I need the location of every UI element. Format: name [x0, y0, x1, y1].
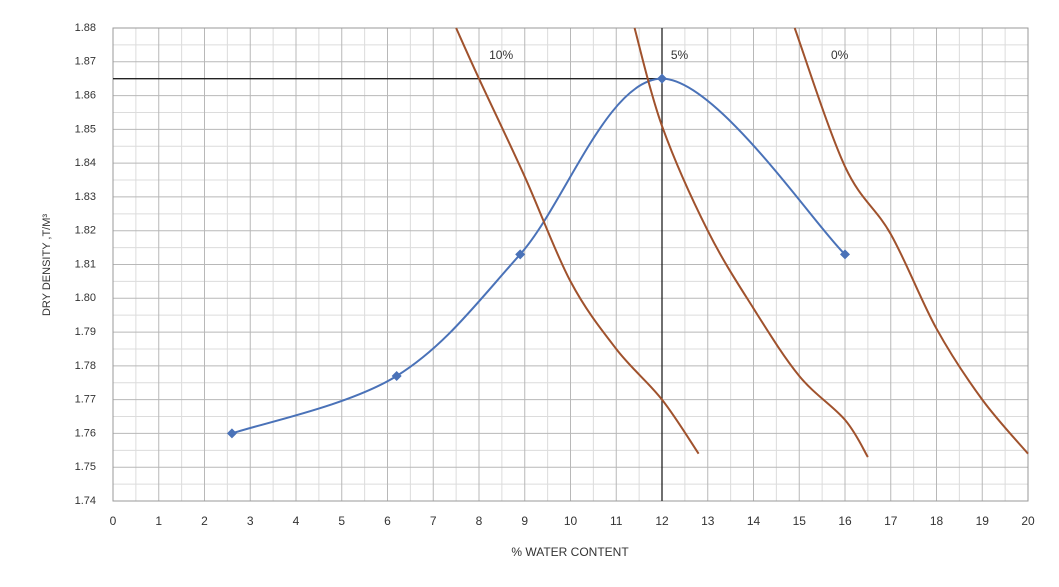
x-axis-title: % WATER CONTENT [511, 545, 629, 559]
y-tick-label: 1.79 [75, 326, 96, 338]
x-tick-label: 13 [701, 514, 715, 528]
y-tick-label: 1.85 [75, 123, 96, 135]
x-tick-label: 7 [430, 514, 437, 528]
x-tick-label: 6 [384, 514, 391, 528]
x-tick-label: 1 [155, 514, 162, 528]
data-point [657, 73, 667, 84]
series-line [633, 27, 869, 458]
x-tick-label: 16 [838, 514, 852, 528]
y-tick-label: 1.81 [75, 258, 96, 270]
x-tick-label: 10 [564, 514, 578, 528]
x-tick-label: 15 [793, 514, 807, 528]
data-point [226, 428, 237, 439]
x-tick-label: 0 [110, 514, 117, 528]
curve-label: 0% [831, 48, 849, 62]
x-tick-label: 5 [338, 514, 345, 528]
y-tick-label: 1.84 [75, 157, 96, 169]
data-point [515, 249, 526, 260]
y-tick-label: 1.87 [75, 56, 96, 68]
y-tick-label: 1.74 [75, 495, 96, 507]
y-axis-title: DRY DENSITY ,T/M³ [41, 214, 53, 316]
curve-label: 10% [489, 48, 513, 62]
x-tick-label: 12 [655, 514, 669, 528]
y-tick-label: 1.88 [75, 22, 96, 34]
x-tick-label: 9 [521, 514, 528, 528]
x-tick-label: 2 [201, 514, 208, 528]
y-tick-label: 1.86 [75, 89, 96, 101]
y-tick-label: 1.80 [75, 292, 96, 304]
y-tick-label: 1.75 [75, 461, 96, 473]
series-line [793, 27, 1029, 455]
x-tick-label: 19 [976, 514, 990, 528]
series-line [455, 27, 700, 455]
series-line [231, 77, 846, 435]
y-tick-label: 1.78 [75, 360, 96, 372]
y-tick-label: 1.83 [75, 191, 96, 203]
data-point [840, 249, 850, 260]
curve-label: 5% [671, 48, 689, 62]
y-tick-label: 1.82 [75, 225, 96, 237]
x-tick-label: 3 [247, 514, 254, 528]
x-tick-label: 17 [884, 514, 898, 528]
x-tick-label: 14 [747, 514, 761, 528]
x-tick-label: 4 [293, 514, 300, 528]
y-tick-label: 1.76 [75, 427, 96, 439]
x-tick-label: 20 [1021, 514, 1035, 528]
x-tick-label: 8 [476, 514, 483, 528]
plot-border [112, 27, 1029, 502]
x-tick-label: 18 [930, 514, 944, 528]
data-point [391, 370, 402, 381]
y-tick-label: 1.77 [75, 394, 96, 406]
x-tick-label: 11 [610, 514, 623, 528]
